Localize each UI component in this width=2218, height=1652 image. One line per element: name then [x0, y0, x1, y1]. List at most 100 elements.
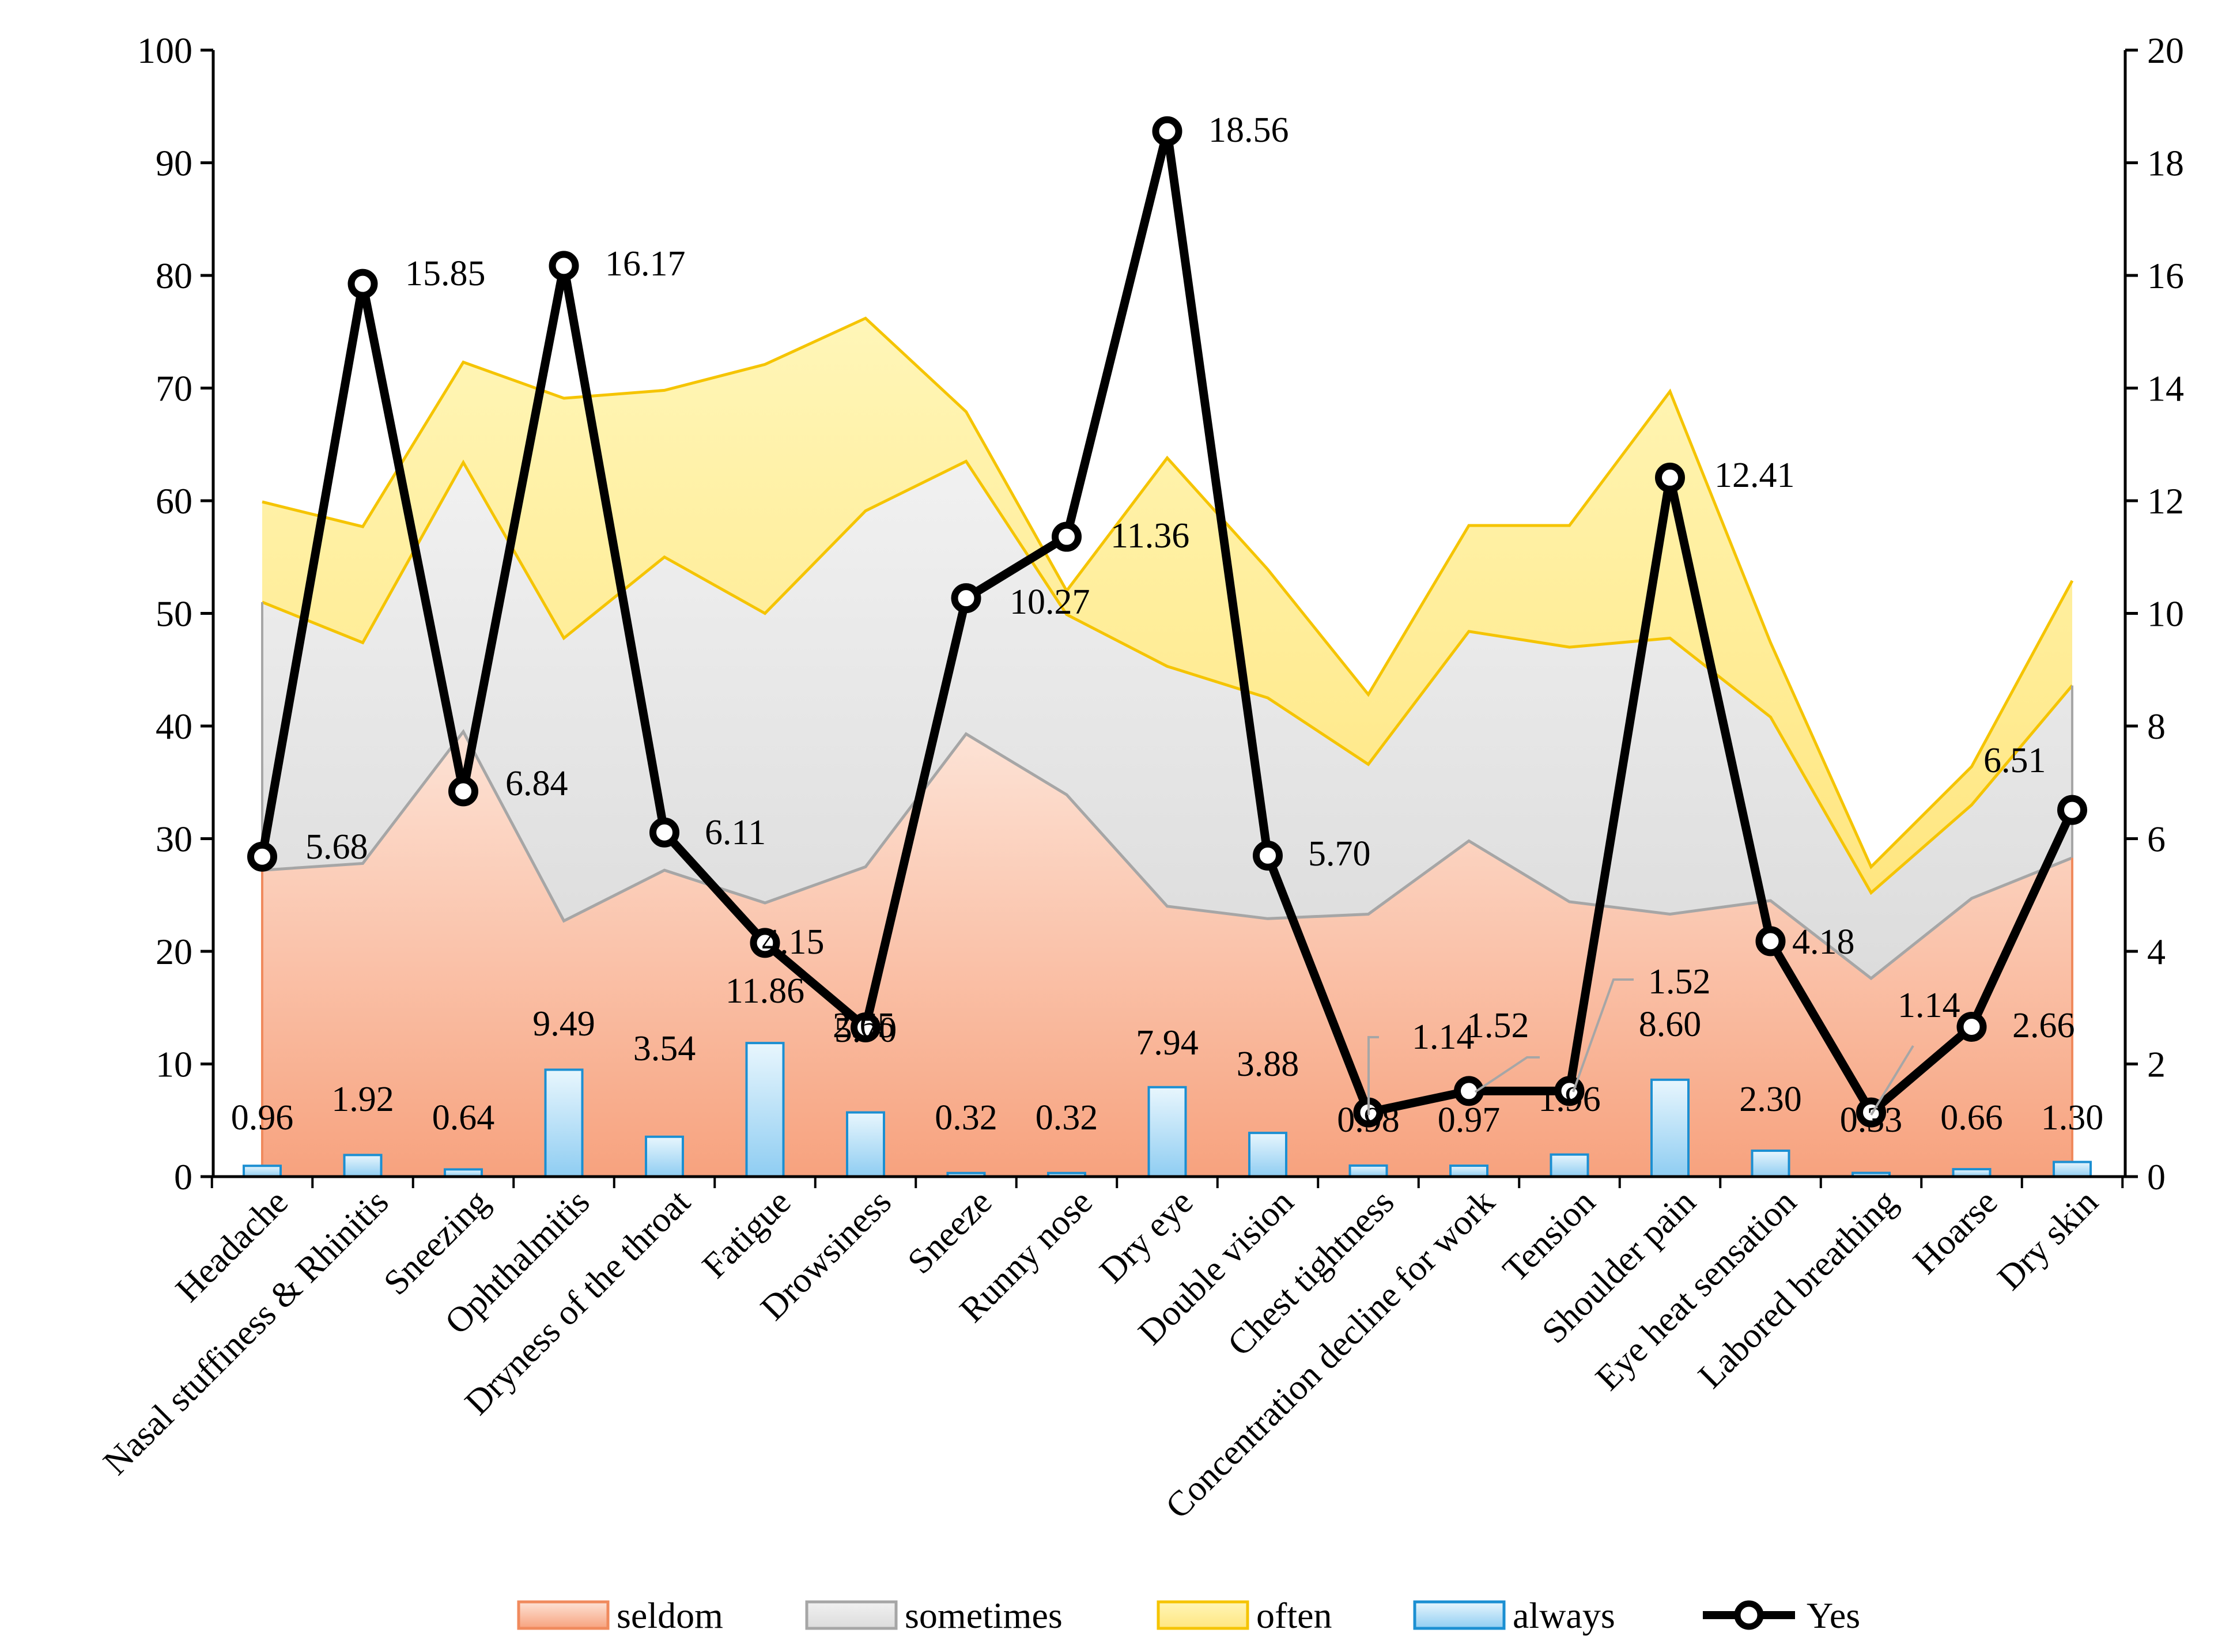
yes-marker: [1152, 116, 1182, 146]
sometimes-area-edge: [262, 459, 2073, 895]
always-bar-label: 0.96: [231, 1098, 294, 1137]
always-bar-label: 11.86: [726, 971, 804, 1011]
always-bar: [1751, 1150, 1790, 1178]
label-leader-line: [1572, 978, 1634, 1092]
sometimes-area: [262, 461, 2072, 978]
yes-marker: [1755, 926, 1786, 957]
always-bar-label: 3.88: [1237, 1045, 1299, 1084]
axes: 0 10 20 30 40 50 60 70 80 90 100 0 2 4 6 8 10 12 14 16 18 20: [137, 30, 2184, 1197]
yes-marker: [1253, 840, 1283, 871]
right-y-tick-label: 4: [2147, 931, 2166, 972]
always-bar: [1650, 1078, 1690, 1178]
always-bar: [1348, 1164, 1388, 1178]
yes-marker: [247, 841, 277, 872]
often-area-edge: [262, 316, 2074, 870]
always-bar: [645, 1135, 684, 1178]
always-bar-label: 0.97: [1438, 1101, 1501, 1140]
legend-swatch-sometimes: [805, 1600, 898, 1630]
legend-label-often: often: [1256, 1595, 1332, 1636]
yes-line-label: 5.68: [305, 827, 368, 867]
always-bar-label: 8.60: [1639, 1005, 1702, 1044]
left-y-tick-label: 80: [156, 255, 192, 296]
left-y-tick-label: 50: [156, 593, 192, 634]
left-y-tick-label: 10: [156, 1044, 192, 1085]
yes-marker: [1052, 521, 1082, 552]
yes-line-label: 12.41: [1714, 456, 1795, 495]
right-y-tick-label: 20: [2147, 30, 2184, 71]
label-leader-line: [1474, 1056, 1540, 1093]
always-bar-label: 0.32: [1036, 1098, 1098, 1137]
always-bar-label: 0.32: [935, 1098, 997, 1137]
right-y-tick-label: 10: [2147, 593, 2184, 634]
x-category-label: Sneeze: [900, 1182, 999, 1281]
always-bar-label: 9.49: [532, 1004, 595, 1044]
yes-marker: [649, 817, 679, 848]
yes-line-label: 1.52: [1467, 1006, 1529, 1045]
always-bar-label: 1.92: [331, 1080, 394, 1119]
yes-line-label: 10.27: [1010, 583, 1090, 622]
always-bar: [1147, 1086, 1187, 1178]
left-y-tick-label: 100: [137, 30, 192, 71]
label-leader-line: [1870, 1045, 1914, 1116]
always-bar-label: 1.30: [2041, 1098, 2104, 1137]
yes-marker: [851, 1012, 881, 1042]
yes-marker: [347, 269, 378, 299]
right-y-tick-label: 14: [2147, 368, 2184, 409]
stacked-areas: [261, 316, 2074, 1177]
always-bar: [846, 1111, 885, 1178]
always-bar: [2053, 1160, 2092, 1178]
legend-swatch-often: [1157, 1600, 1249, 1630]
legend-label-Yes: Yes: [1807, 1595, 1860, 1636]
legend-swatch-seldom: [517, 1600, 610, 1630]
always-bar: [1248, 1132, 1287, 1178]
always-bar-label: 0.64: [432, 1098, 495, 1137]
yes-line-label: 4.18: [1792, 923, 1855, 962]
left-y-tick-label: 20: [156, 931, 192, 972]
yes-line-label: 1.14: [1412, 1018, 1475, 1057]
yes-line-label: 1.52: [1648, 962, 1711, 1001]
right-y-tick-label: 16: [2147, 255, 2184, 296]
yes-marker: [1454, 1076, 1484, 1106]
x-category-label: Dry skin: [1990, 1182, 2106, 1298]
right-y-tick-label: 12: [2147, 481, 2184, 521]
yes-line-label: 5.70: [1308, 834, 1371, 874]
yes-line-label: 18.56: [1208, 111, 1289, 150]
always-bar: [544, 1068, 584, 1178]
always-bar-label: 7.94: [1136, 1023, 1199, 1063]
left-y-tick-label: 30: [156, 819, 192, 860]
yes-line-label: 4.15: [762, 923, 825, 962]
yes-marker: [750, 928, 780, 958]
right-y-tick-label: 6: [2147, 819, 2166, 860]
yes-line-label: 2.66: [2012, 1006, 2075, 1045]
legend-label-sometimes: sometimes: [905, 1595, 1063, 1636]
yes-marker: [2057, 795, 2087, 825]
label-leader-line: [1367, 1036, 1379, 1115]
right-y-tick-label: 0: [2147, 1156, 2166, 1197]
yes-line-labels: 5.68 15.85 6.84 16.17 6.11 4.15 2.65 10.27 11.36…: [305, 111, 2075, 1116]
yes-line-label: 16.17: [605, 244, 686, 283]
legend: seldom sometimes often always Yes: [517, 1595, 1860, 1636]
yes-marker: [1956, 1011, 1987, 1042]
seldom-area-edge: [262, 729, 2073, 981]
yes-marker: [951, 583, 981, 614]
x-category-label: Hoarse: [1906, 1182, 2005, 1281]
always-bar-label: 3.54: [633, 1029, 696, 1068]
yes-line-label: 6.11: [705, 813, 766, 852]
always-bar-label: 2.30: [1739, 1080, 1802, 1119]
often-area: [262, 318, 2072, 893]
yes-line-label: 11.36: [1110, 516, 1189, 555]
right-y-tick-label: 8: [2147, 706, 2166, 747]
left-y-tick-label: 70: [156, 368, 192, 409]
always-bar: [243, 1165, 282, 1178]
always-bar: [1449, 1165, 1488, 1178]
yes-line-label: 2.65: [833, 1006, 895, 1045]
always-bar-labels: 0.96 1.92 0.64 9.49 3.54 11.86 5.70 0.32 0.32 7.9…: [231, 971, 2104, 1140]
yes-marker: [1655, 462, 1685, 493]
always-bar-label: 5.70: [834, 1011, 897, 1050]
legend-label-always: always: [1513, 1595, 1615, 1636]
left-y-tick-label: 90: [156, 143, 192, 184]
yes-line-label: 15.85: [405, 254, 486, 293]
always-bar-label: 1.96: [1538, 1080, 1601, 1119]
